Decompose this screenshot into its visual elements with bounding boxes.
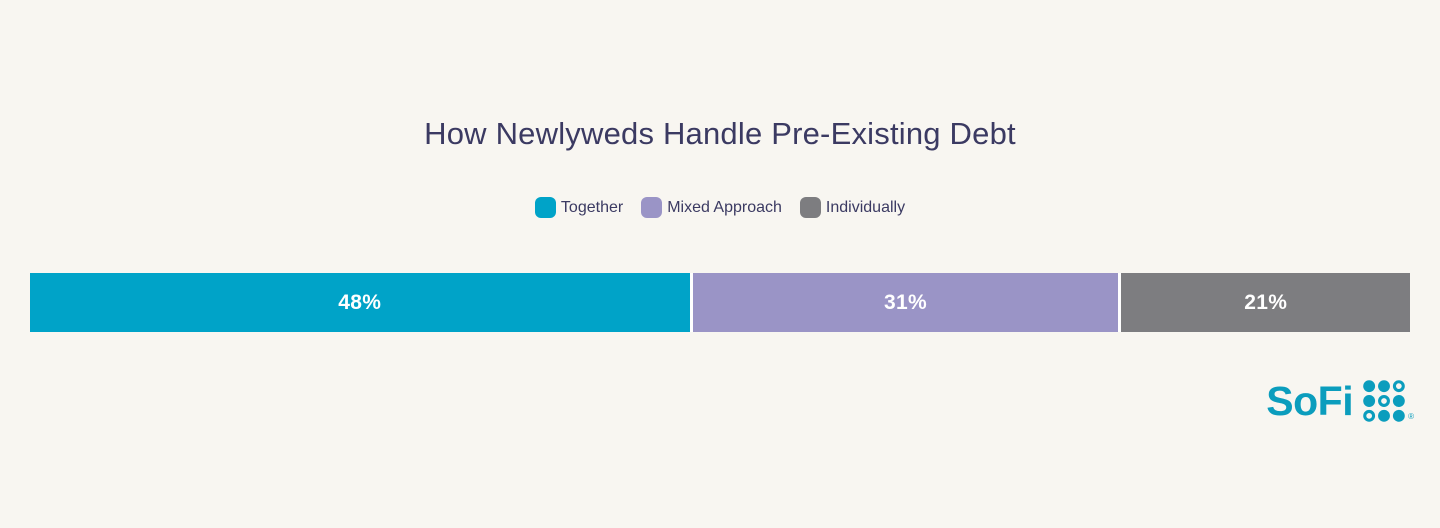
legend-item-mixed-approach: Mixed Approach (641, 197, 782, 218)
bar-value-label: 48% (338, 290, 382, 314)
sofi-logo: SoFi ® (1266, 379, 1414, 423)
registered-trademark: ® (1408, 412, 1414, 421)
legend-swatch-mixed-approach (641, 197, 663, 218)
bar-value-label: 21% (1244, 290, 1288, 314)
legend-item-together: Together (534, 197, 624, 218)
chart-title: How Newlyweds Handle Pre-Existing Debt (424, 116, 1016, 151)
legend-label-individually: Individually (825, 198, 906, 216)
stacked-bar: 48% 31% 21% (30, 273, 1410, 332)
bar-segment-together: 48% (30, 273, 690, 332)
legend: Together Mixed Approach Individually (0, 197, 1440, 218)
legend-label-mixed-approach: Mixed Approach (667, 198, 782, 216)
bar-segment-mixed-approach: 31% (692, 273, 1119, 332)
bar-value-label: 31% (884, 290, 927, 314)
legend-swatch-together (534, 197, 556, 218)
legend-label-together: Together (560, 198, 624, 216)
legend-swatch-individually (799, 197, 821, 218)
bar-segment-individually: 21% (1121, 273, 1410, 332)
sofi-dot-grid-icon (1363, 380, 1405, 422)
sofi-wordmark: SoFi (1266, 378, 1354, 424)
legend-item-individually: Individually (799, 197, 906, 218)
